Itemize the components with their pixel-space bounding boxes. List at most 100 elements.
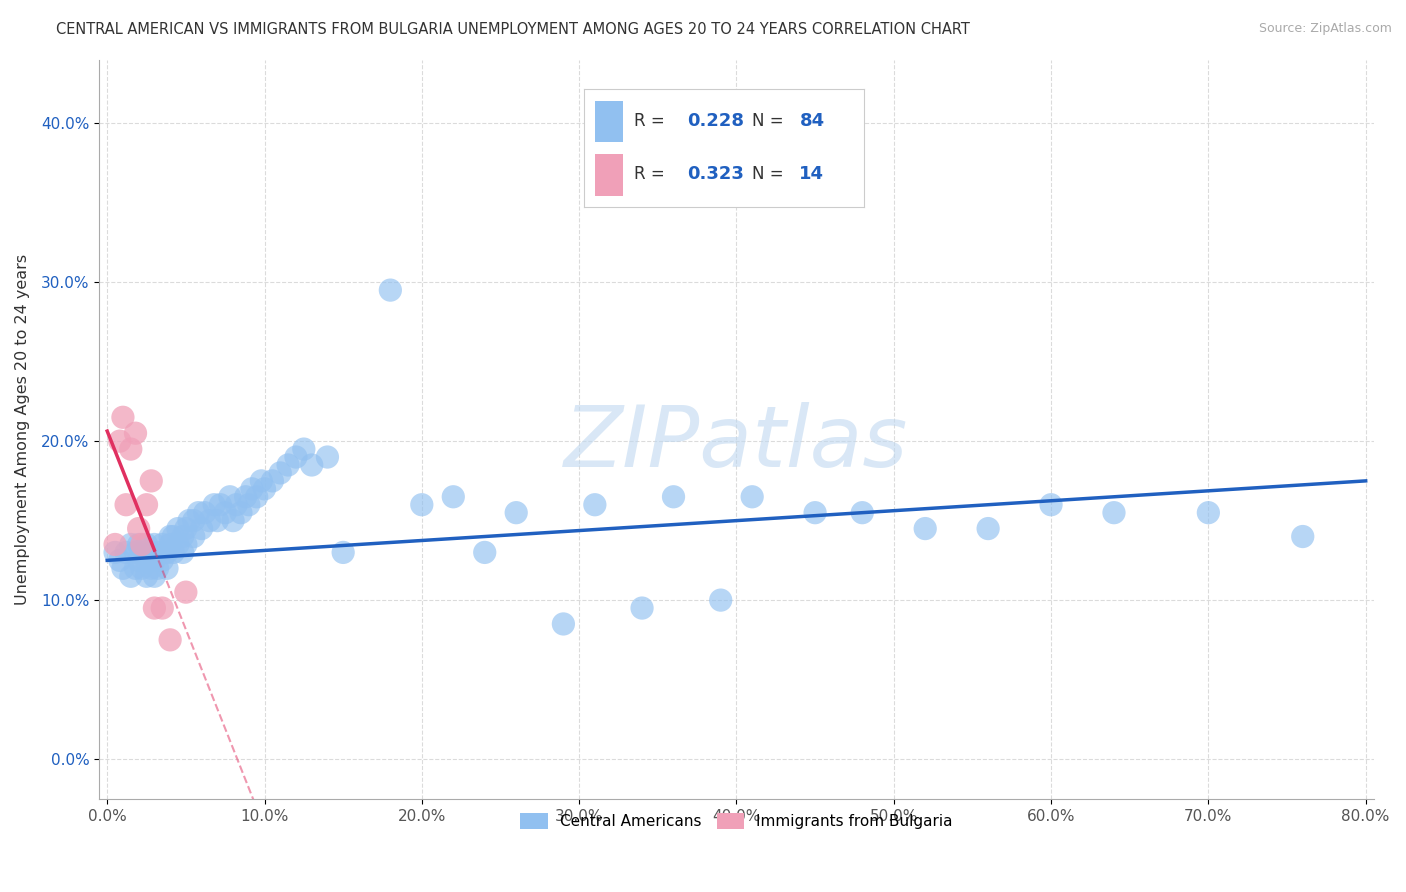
- Point: [104, 545, 127, 559]
- Point: [631, 601, 654, 615]
- Point: [108, 434, 131, 449]
- Point: [662, 490, 685, 504]
- Point: [115, 498, 138, 512]
- Point: [977, 522, 1000, 536]
- Point: [156, 561, 179, 575]
- Point: [146, 561, 169, 575]
- Point: [174, 537, 197, 551]
- Point: [141, 545, 163, 559]
- Point: [441, 490, 464, 504]
- Point: [150, 553, 173, 567]
- Point: [150, 537, 173, 551]
- Point: [207, 514, 229, 528]
- Point: [174, 585, 197, 599]
- Point: [135, 569, 157, 583]
- Point: [583, 498, 606, 512]
- Point: [131, 545, 153, 559]
- Point: [411, 498, 433, 512]
- Point: [104, 537, 127, 551]
- Point: [1292, 529, 1315, 543]
- Point: [262, 474, 284, 488]
- Text: CENTRAL AMERICAN VS IMMIGRANTS FROM BULGARIA UNEMPLOYMENT AMONG AGES 20 TO 24 YE: CENTRAL AMERICAN VS IMMIGRANTS FROM BULG…: [56, 22, 970, 37]
- Point: [120, 442, 142, 456]
- Point: [111, 561, 134, 575]
- Point: [141, 474, 163, 488]
- Point: [143, 553, 166, 567]
- Point: [219, 490, 242, 504]
- Point: [162, 529, 184, 543]
- Point: [505, 506, 527, 520]
- Point: [1197, 506, 1219, 520]
- Point: [159, 632, 181, 647]
- Point: [253, 482, 276, 496]
- Point: [159, 537, 181, 551]
- Point: [143, 569, 166, 583]
- Point: [172, 529, 194, 543]
- Point: [222, 514, 245, 528]
- Point: [150, 601, 173, 615]
- Point: [135, 553, 157, 567]
- Point: [209, 498, 232, 512]
- Point: [246, 490, 269, 504]
- Point: [269, 466, 291, 480]
- Point: [177, 514, 200, 528]
- Point: [172, 545, 194, 559]
- Point: [1102, 506, 1125, 520]
- Point: [124, 545, 146, 559]
- Point: [174, 522, 197, 536]
- Text: ZIPatlas: ZIPatlas: [564, 402, 908, 485]
- Point: [167, 537, 190, 551]
- Point: [131, 561, 153, 575]
- Point: [131, 537, 153, 551]
- Point: [167, 522, 190, 536]
- Point: [202, 498, 225, 512]
- Point: [710, 593, 733, 607]
- Point: [187, 506, 209, 520]
- Point: [115, 545, 138, 559]
- Y-axis label: Unemployment Among Ages 20 to 24 years: Unemployment Among Ages 20 to 24 years: [15, 253, 30, 605]
- Point: [135, 537, 157, 551]
- Point: [235, 490, 257, 504]
- Point: [183, 529, 205, 543]
- Point: [804, 506, 827, 520]
- Point: [380, 283, 402, 297]
- Point: [214, 506, 236, 520]
- Point: [301, 458, 323, 472]
- Point: [141, 561, 163, 575]
- Point: [128, 553, 150, 567]
- Point: [124, 426, 146, 441]
- Point: [143, 537, 166, 551]
- Point: [124, 561, 146, 575]
- Point: [292, 442, 315, 456]
- Point: [316, 450, 339, 464]
- Point: [128, 537, 150, 551]
- Point: [240, 482, 263, 496]
- Point: [250, 474, 273, 488]
- Point: [225, 498, 247, 512]
- Point: [120, 537, 142, 551]
- Point: [159, 529, 181, 543]
- Legend: Central Americans, Immigrants from Bulgaria: Central Americans, Immigrants from Bulga…: [515, 807, 959, 836]
- Point: [162, 545, 184, 559]
- Point: [143, 601, 166, 615]
- Point: [120, 569, 142, 583]
- Point: [285, 450, 308, 464]
- Point: [851, 506, 873, 520]
- Point: [108, 553, 131, 567]
- Point: [198, 514, 221, 528]
- Point: [1040, 498, 1063, 512]
- Point: [190, 522, 212, 536]
- Point: [128, 522, 150, 536]
- Point: [111, 410, 134, 425]
- Point: [194, 506, 217, 520]
- Point: [183, 514, 205, 528]
- Point: [332, 545, 354, 559]
- Point: [553, 617, 575, 632]
- Text: Source: ZipAtlas.com: Source: ZipAtlas.com: [1258, 22, 1392, 36]
- Point: [156, 545, 179, 559]
- Point: [146, 545, 169, 559]
- Point: [741, 490, 763, 504]
- Point: [914, 522, 936, 536]
- Point: [238, 498, 260, 512]
- Point: [135, 498, 157, 512]
